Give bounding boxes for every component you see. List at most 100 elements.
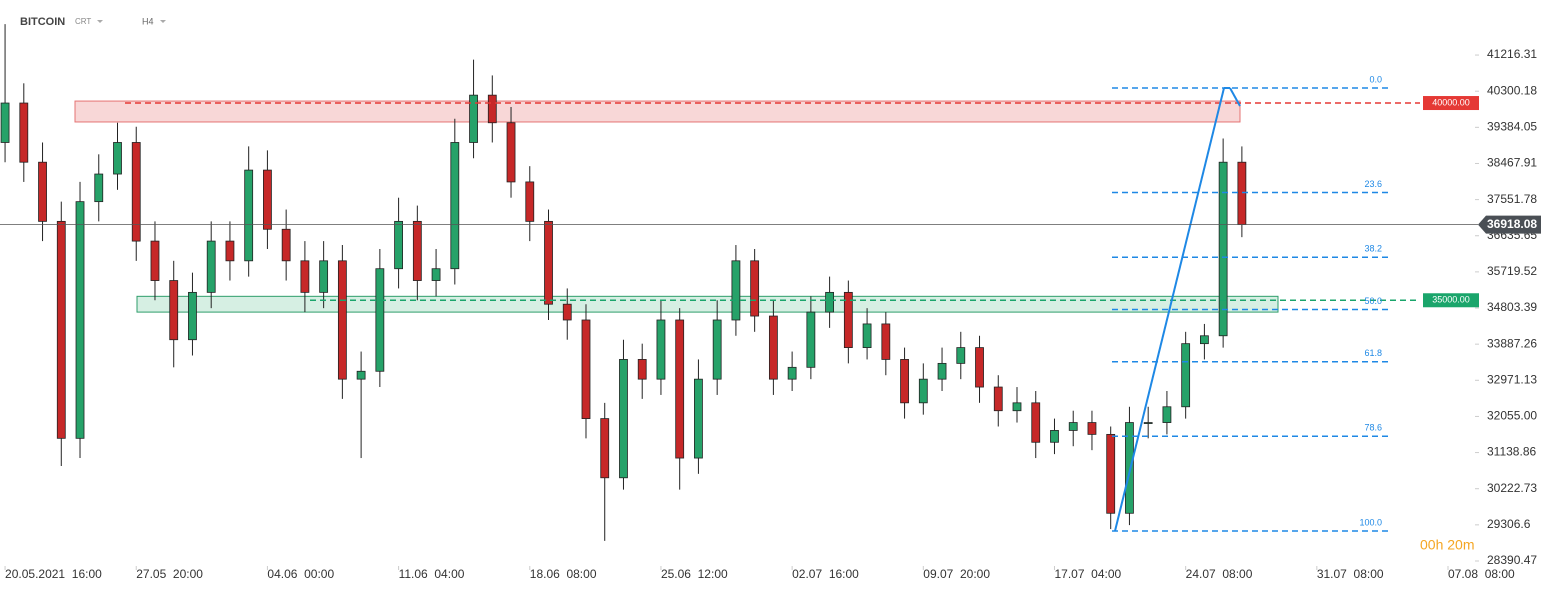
- candle-body: [412, 220, 422, 281]
- candle-body: [75, 201, 85, 439]
- candle-body: [1237, 161, 1247, 226]
- candle-body: [975, 347, 984, 388]
- candle-body: [787, 366, 797, 380]
- y-tick-label: 40300.18: [1487, 83, 1537, 97]
- level-label-box: [1423, 96, 1479, 111]
- candle-body: [1162, 406, 1172, 423]
- candle-body: [1106, 433, 1116, 514]
- level-label: 35000.00: [1432, 295, 1470, 305]
- fib-label: 61.8: [1364, 348, 1382, 358]
- candle-body: [600, 418, 610, 479]
- candle-body: [0, 102, 10, 143]
- candle-body: [169, 280, 179, 341]
- candle-body: [656, 319, 666, 380]
- y-tick-label: 31138.86: [1487, 445, 1536, 459]
- candle-body: [1218, 161, 1228, 337]
- candle-body: [562, 303, 572, 321]
- candle-body: [1031, 402, 1041, 443]
- dropdown-caret[interactable]: [160, 20, 166, 23]
- candle-body: [337, 260, 347, 380]
- candle-body: [263, 169, 272, 230]
- y-tick-label: 41216.31: [1487, 47, 1537, 61]
- candle-body: [1068, 422, 1078, 431]
- x-tick-label: 02.07 16:00: [792, 567, 859, 581]
- fib-label: 23.6: [1364, 179, 1382, 189]
- candle-body: [900, 359, 909, 404]
- fib-label: 38.2: [1364, 244, 1382, 254]
- candle-body: [637, 359, 647, 380]
- candle-body: [225, 240, 235, 262]
- y-tick-label: 30222.73: [1487, 481, 1537, 495]
- x-tick-label: 04.06 00:00: [267, 567, 334, 581]
- y-tick-label: 28390.47: [1487, 553, 1537, 567]
- candle-body: [862, 323, 872, 349]
- dropdown-caret[interactable]: [97, 20, 103, 23]
- candle-body: [544, 220, 553, 305]
- y-tick-label: 33887.26: [1487, 336, 1537, 350]
- candle-body: [506, 122, 516, 183]
- candle-body: [1199, 335, 1209, 345]
- y-tick-label: 38467.91: [1487, 156, 1537, 170]
- candle-body: [806, 311, 816, 368]
- candle-body: [431, 268, 441, 281]
- symbol-title[interactable]: BITCOIN: [20, 16, 65, 28]
- candle-body: [712, 319, 722, 380]
- candle-body: [768, 315, 778, 380]
- x-tick-label: 24.07 08:00: [1186, 567, 1253, 581]
- candle-body: [525, 181, 535, 222]
- price-zone: [74, 100, 1241, 123]
- candle-body: [619, 359, 628, 479]
- x-tick-label: 11.06 04:00: [399, 567, 465, 581]
- x-tick-label: 20.05.2021 16:00: [5, 567, 102, 581]
- level-label: 40000.00: [1432, 97, 1470, 107]
- candle-body: [319, 260, 329, 293]
- fib-label: 100.0: [1359, 517, 1382, 527]
- candle-body: [581, 319, 591, 420]
- current-price-box: [1478, 215, 1541, 234]
- candle-body: [825, 291, 835, 313]
- y-tick-label: 39384.05: [1487, 120, 1537, 134]
- candle-body: [356, 370, 366, 380]
- fib-label: 78.6: [1364, 423, 1382, 433]
- y-tick-label: 32971.13: [1487, 372, 1537, 386]
- timeframe[interactable]: H4: [142, 16, 154, 26]
- price-zone: [136, 295, 1279, 313]
- x-tick-label: 17.07 04:00: [1054, 567, 1121, 581]
- candle-body: [1012, 402, 1022, 412]
- candle-body: [38, 161, 47, 222]
- fib-trend-line: [1229, 87, 1241, 107]
- y-tick-label: 34803.39: [1487, 300, 1537, 314]
- candle-body: [918, 378, 928, 404]
- candle-body: [1125, 422, 1134, 514]
- candle-body: [244, 169, 254, 262]
- candle-body: [375, 268, 385, 372]
- candle-body: [206, 240, 216, 293]
- candle-body: [188, 291, 197, 341]
- x-tick-label: 18.06 08:00: [530, 567, 597, 581]
- candle-body: [675, 319, 685, 459]
- level-label-box: [1423, 293, 1479, 308]
- candle-body: [131, 142, 141, 242]
- symbol-type[interactable]: CRT: [75, 17, 91, 26]
- x-tick-label: 07.08 08:00: [1448, 567, 1515, 581]
- candle-body: [1087, 422, 1097, 435]
- y-tick-label: 37551.78: [1487, 192, 1537, 206]
- candle-body: [300, 260, 310, 293]
- candle-body: [937, 362, 947, 380]
- candle-body: [394, 220, 403, 270]
- candle-body: [694, 378, 703, 459]
- candle-body: [469, 94, 478, 143]
- x-tick-label: 31.07 08:00: [1317, 567, 1384, 581]
- candle-body: [956, 347, 966, 364]
- candle-body: [881, 323, 891, 360]
- fib-label: 0.0: [1369, 74, 1382, 84]
- fib-label: 50.0: [1364, 296, 1382, 306]
- candle-body: [94, 173, 104, 203]
- y-tick-label: 32055.00: [1487, 409, 1537, 423]
- candle-body: [281, 228, 291, 262]
- candle-body: [150, 240, 160, 281]
- candle-body: [56, 220, 66, 439]
- candle-body: [731, 260, 741, 321]
- candle-body: [113, 142, 122, 175]
